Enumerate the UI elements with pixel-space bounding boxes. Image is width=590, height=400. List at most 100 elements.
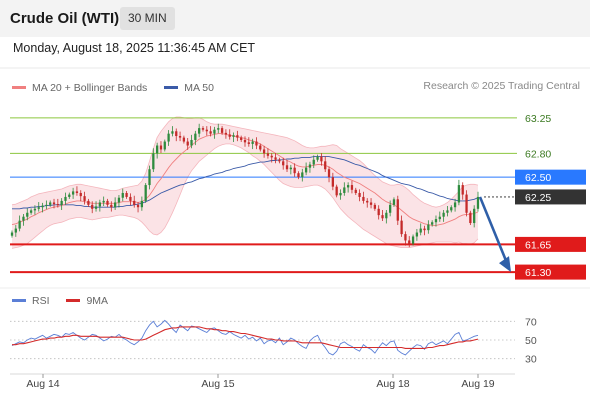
rsi-line [11,319,479,356]
candle-body [385,212,388,219]
candle-body [389,204,392,213]
level-label-63.25: 63.25 [525,113,551,125]
candle-body [297,173,300,178]
candle-body [255,141,258,146]
forecast-arrow-head [499,256,511,273]
candle-body [354,189,357,193]
candle-body [282,161,285,166]
candle-body [94,206,98,209]
candle-body [243,139,247,143]
candle-body [102,200,105,203]
candle-body [136,204,140,208]
legend-ma20-label: MA 20 + Bollinger Bands [32,81,148,94]
candle-body [262,149,266,154]
candle-body [312,159,315,165]
candle-body [343,187,346,193]
candle-body [411,236,415,244]
candle-body [98,202,101,207]
candle-body [266,153,270,156]
timeframe-badge[interactable]: 30 MIN [120,7,175,30]
level-box-61.30 [515,264,586,280]
candle-body [251,141,254,144]
rsi-tick-label-30: 30 [525,354,537,366]
candle-body [26,212,29,217]
candle-body [362,196,365,201]
candle-body [163,141,166,150]
candle-body [79,192,82,197]
candle-body [87,200,90,205]
candle-body [121,192,124,198]
candle-body [113,202,117,208]
current-price-box [515,189,586,205]
candle-body [339,192,342,196]
candle-body [106,200,109,205]
rsi-ma-line [12,326,479,349]
candle-body [373,204,377,209]
ma50-line [12,156,479,210]
candle-body [22,216,25,221]
level-box-61.65 [515,236,586,252]
candle-body [427,224,430,231]
instrument-title: Crude Oil (WTI) [10,10,120,27]
level-label-62.80: 62.80 [525,148,551,160]
candle-body [446,210,449,213]
candle-body [423,228,426,231]
candle-body [45,204,48,206]
legend-rsi-ma: 9MA [66,295,108,307]
candle-body [129,196,132,201]
rsi-swatch [12,299,26,302]
level-label-61.30: 61.30 [525,267,551,279]
candle-body [152,153,155,170]
candle-body [190,139,193,146]
candle-body [37,207,40,209]
candle-body [369,202,373,205]
candle-body [404,234,407,241]
candle-body [217,128,220,130]
candle-body [346,185,350,188]
candle-body [144,185,147,201]
candle-body [64,196,67,201]
candle-body [247,142,250,144]
candle-body [408,240,411,244]
candle-body [377,208,380,216]
candle-body [56,204,59,206]
forecast-arrow-shaft [478,196,509,264]
candle-body [236,135,239,138]
candle-body [473,208,476,224]
candle-body [453,202,457,208]
candle-body [171,131,174,134]
candle-body [110,204,113,208]
ma50-swatch [164,86,179,89]
candle-body [75,191,79,193]
candle-body [308,164,312,168]
candle-body [68,194,71,197]
bollinger-upper-line [11,116,479,208]
candle-body [133,200,136,205]
candle-body [278,159,281,162]
candle-body [396,199,399,221]
candle-body [270,155,273,158]
candle-body [49,202,52,205]
candle-body [450,207,453,211]
x-tick-label-0: Aug 14 [26,378,59,390]
candle-body [182,137,186,142]
candle-body [350,185,354,190]
candle-body [186,141,189,146]
candle-body [461,185,464,195]
legend-ma50-label: MA 50 [184,81,214,94]
candle-body [201,128,205,130]
x-tick-label-3: Aug 19 [461,378,494,390]
candle-body [419,228,422,233]
candle-body [304,167,308,173]
candle-body [159,145,163,150]
candle-body [293,167,296,174]
candle-body [60,200,63,205]
candle-body [41,205,44,208]
rsi-legend: RSI 9MA [12,293,122,307]
legend-ma20-bollinger: MA 20 + Bollinger Bands [12,82,147,94]
candle-body [392,199,396,205]
rsi-ma-swatch [66,299,81,302]
candle-body [205,129,208,132]
legend-rsi: RSI [12,295,50,307]
